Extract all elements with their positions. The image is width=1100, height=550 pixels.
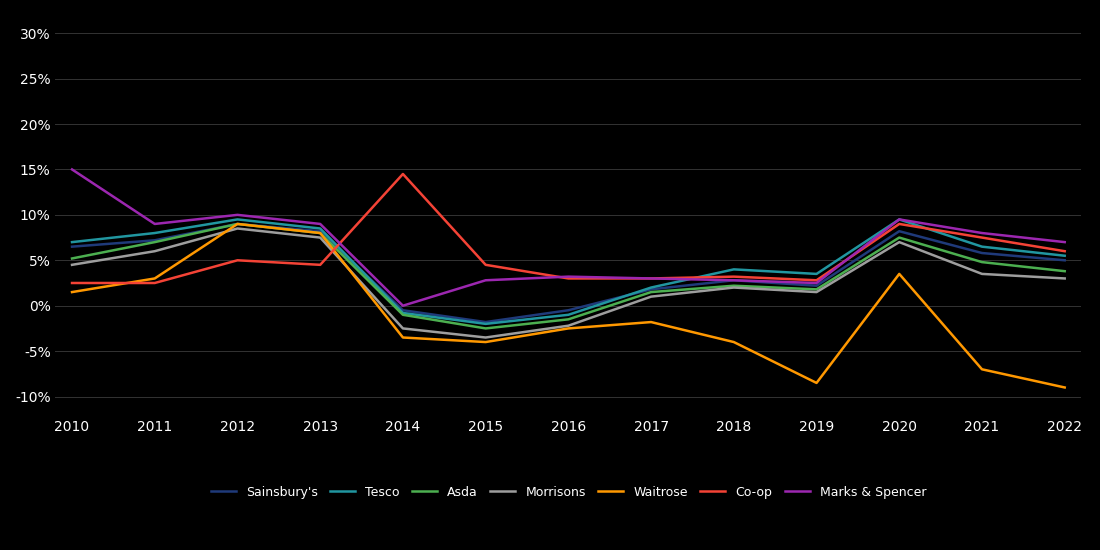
Waitrose xyxy=(1058,384,1071,390)
Morrisons xyxy=(314,234,327,241)
Line: Co-op: Co-op xyxy=(72,174,1065,283)
Marks & Spencer xyxy=(1058,239,1071,245)
Waitrose xyxy=(727,339,740,345)
Asda xyxy=(396,311,409,318)
Asda xyxy=(976,259,989,266)
Tesco xyxy=(1058,252,1071,259)
Marks & Spencer xyxy=(645,275,658,282)
Morrisons xyxy=(727,284,740,291)
Co-op xyxy=(810,277,823,284)
Sainsbury's xyxy=(645,286,658,293)
Asda xyxy=(562,316,575,323)
Waitrose xyxy=(810,379,823,386)
Marks & Spencer xyxy=(810,280,823,287)
Line: Tesco: Tesco xyxy=(72,219,1065,324)
Tesco xyxy=(810,271,823,277)
Co-op xyxy=(65,280,78,287)
Tesco xyxy=(396,310,409,316)
Asda xyxy=(645,289,658,295)
Morrisons xyxy=(478,334,492,341)
Marks & Spencer xyxy=(314,221,327,227)
Asda xyxy=(1058,268,1071,274)
Line: Marks & Spencer: Marks & Spencer xyxy=(72,169,1065,306)
Co-op xyxy=(478,262,492,268)
Waitrose xyxy=(478,339,492,345)
Asda xyxy=(65,255,78,262)
Co-op xyxy=(396,170,409,177)
Morrisons xyxy=(148,248,162,255)
Tesco xyxy=(645,284,658,291)
Waitrose xyxy=(562,325,575,332)
Line: Asda: Asda xyxy=(72,224,1065,328)
Marks & Spencer xyxy=(727,277,740,284)
Waitrose xyxy=(314,230,327,236)
Marks & Spencer xyxy=(65,166,78,173)
Marks & Spencer xyxy=(148,221,162,227)
Sainsbury's xyxy=(314,228,327,234)
Morrisons xyxy=(65,262,78,268)
Tesco xyxy=(727,266,740,273)
Morrisons xyxy=(231,225,244,232)
Waitrose xyxy=(893,271,906,277)
Morrisons xyxy=(562,322,575,329)
Sainsbury's xyxy=(562,307,575,314)
Waitrose xyxy=(65,289,78,295)
Sainsbury's xyxy=(1058,257,1071,263)
Asda xyxy=(727,282,740,289)
Line: Waitrose: Waitrose xyxy=(72,224,1065,387)
Co-op xyxy=(893,221,906,227)
Tesco xyxy=(562,311,575,318)
Morrisons xyxy=(396,325,409,332)
Tesco xyxy=(314,225,327,232)
Waitrose xyxy=(148,275,162,282)
Morrisons xyxy=(1058,275,1071,282)
Marks & Spencer xyxy=(396,302,409,309)
Co-op xyxy=(314,262,327,268)
Co-op xyxy=(976,234,989,241)
Asda xyxy=(148,239,162,245)
Waitrose xyxy=(645,319,658,326)
Tesco xyxy=(893,216,906,223)
Line: Sainsbury's: Sainsbury's xyxy=(72,224,1065,322)
Co-op xyxy=(231,257,244,263)
Sainsbury's xyxy=(478,319,492,326)
Sainsbury's xyxy=(810,282,823,289)
Asda xyxy=(314,230,327,236)
Morrisons xyxy=(810,289,823,295)
Marks & Spencer xyxy=(562,273,575,280)
Waitrose xyxy=(231,221,244,227)
Sainsbury's xyxy=(65,243,78,250)
Asda xyxy=(478,325,492,332)
Co-op xyxy=(562,275,575,282)
Co-op xyxy=(645,275,658,282)
Tesco xyxy=(148,230,162,236)
Asda xyxy=(231,221,244,227)
Waitrose xyxy=(976,366,989,372)
Marks & Spencer xyxy=(231,212,244,218)
Sainsbury's xyxy=(976,250,989,256)
Co-op xyxy=(1058,248,1071,255)
Sainsbury's xyxy=(148,237,162,244)
Marks & Spencer xyxy=(976,230,989,236)
Marks & Spencer xyxy=(893,216,906,223)
Tesco xyxy=(976,243,989,250)
Co-op xyxy=(727,273,740,280)
Waitrose xyxy=(396,334,409,341)
Sainsbury's xyxy=(396,307,409,314)
Tesco xyxy=(231,216,244,223)
Co-op xyxy=(148,280,162,287)
Line: Morrisons: Morrisons xyxy=(72,228,1065,338)
Asda xyxy=(810,286,823,293)
Marks & Spencer xyxy=(478,277,492,284)
Sainsbury's xyxy=(727,277,740,284)
Sainsbury's xyxy=(893,228,906,234)
Sainsbury's xyxy=(231,221,244,227)
Tesco xyxy=(478,321,492,327)
Legend: Sainsbury's, Tesco, Asda, Morrisons, Waitrose, Co-op, Marks & Spencer: Sainsbury's, Tesco, Asda, Morrisons, Wai… xyxy=(206,481,931,504)
Asda xyxy=(893,234,906,241)
Morrisons xyxy=(976,271,989,277)
Tesco xyxy=(65,239,78,245)
Morrisons xyxy=(645,293,658,300)
Morrisons xyxy=(893,239,906,245)
